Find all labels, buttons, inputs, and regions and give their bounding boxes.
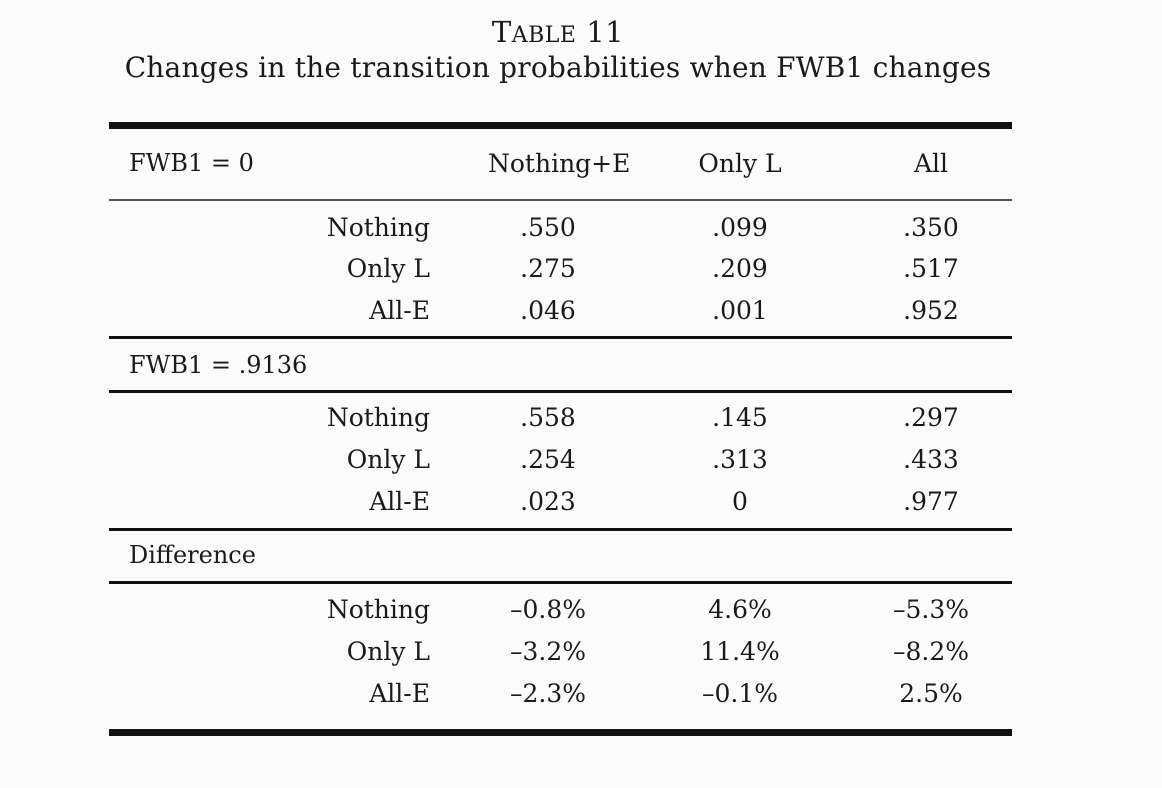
table-cell: 2.5% — [899, 679, 963, 708]
table-cell: 4.6% — [708, 595, 772, 624]
header-rule — [109, 199, 1012, 201]
table-cell: .046 — [520, 296, 576, 325]
table-cell: 0 — [732, 487, 748, 516]
table-cell: .433 — [903, 445, 959, 474]
row-label: Only L — [346, 445, 430, 474]
row-label: Nothing — [326, 403, 430, 432]
row-label: All-E — [369, 679, 430, 708]
table-cell: .297 — [903, 403, 959, 432]
table-cell: –0.8% — [509, 595, 586, 624]
column-header: Only L — [698, 149, 782, 178]
table-cell: 11.4% — [700, 637, 780, 666]
table-cell: .952 — [903, 296, 959, 325]
table-cell: .209 — [712, 254, 768, 283]
section-rule — [109, 390, 1012, 393]
section-rule — [109, 528, 1012, 531]
row-label: All-E — [369, 487, 430, 516]
row-label: Only L — [346, 254, 430, 283]
table-cell: .275 — [520, 254, 576, 283]
table-cell: .517 — [903, 254, 959, 283]
table-cell: .099 — [712, 213, 768, 242]
table-cell: .977 — [903, 487, 959, 516]
table-cell: .350 — [903, 213, 959, 242]
table-cell: –0.1% — [701, 679, 778, 708]
table-cell: .313 — [712, 445, 768, 474]
table-cell: –5.3% — [892, 595, 969, 624]
section-label: Difference — [129, 541, 256, 569]
table-cell: .001 — [712, 296, 768, 325]
section-label: FWB1 = 0 — [129, 149, 254, 177]
top-rule — [109, 122, 1012, 129]
row-label: All-E — [369, 296, 430, 325]
table-cell: .550 — [520, 213, 576, 242]
section-label: FWB1 = .9136 — [129, 351, 308, 379]
column-header: All — [913, 149, 949, 178]
table-cell: .145 — [712, 403, 768, 432]
table-cell: .558 — [520, 403, 576, 432]
section-rule — [109, 581, 1012, 584]
section-rule — [109, 336, 1012, 339]
table-title: Changes in the transition probabilities … — [124, 51, 992, 84]
row-label: Nothing — [326, 213, 430, 242]
table-cell: –8.2% — [892, 637, 969, 666]
table-label: TABLE 11 — [491, 15, 625, 49]
table-cell: .023 — [520, 487, 576, 516]
bottom-rule — [109, 729, 1012, 736]
row-label: Only L — [346, 637, 430, 666]
table-cell: .254 — [520, 445, 576, 474]
table-cell: –2.3% — [509, 679, 586, 708]
table-cell: –3.2% — [509, 637, 586, 666]
row-label: Nothing — [326, 595, 430, 624]
column-header: Nothing+E — [488, 149, 631, 178]
